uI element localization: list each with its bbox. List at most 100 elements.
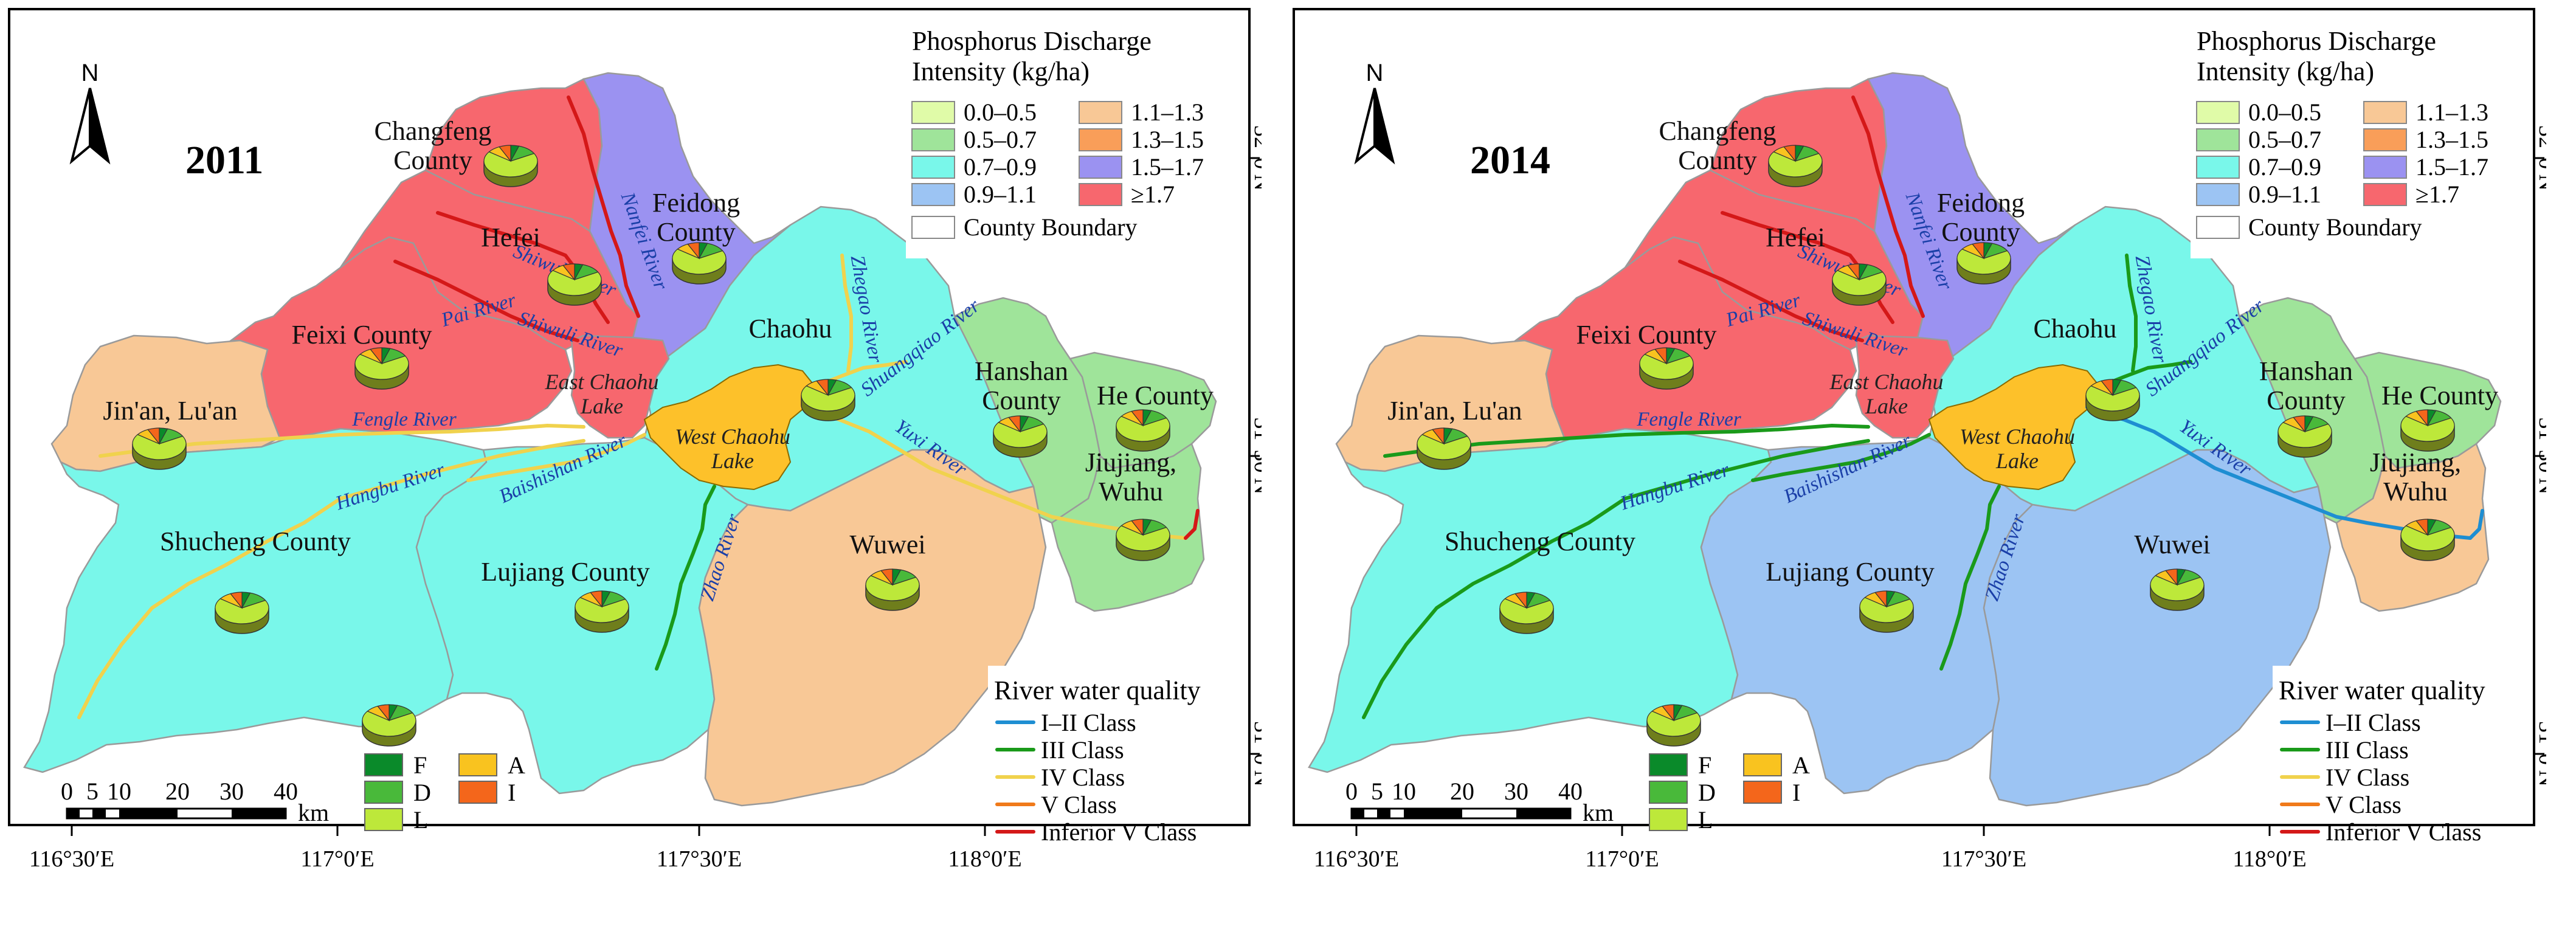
legend-ge17: ≥1.7 — [2415, 181, 2459, 208]
river-legend-title: River water quality — [994, 675, 1201, 705]
river-legend-1: I–II Class — [2326, 709, 2421, 736]
label-jinan: Jin'an, Lu'an — [1387, 396, 1522, 426]
river-nanfei — [1851, 95, 1925, 318]
swatch-county-boundary — [911, 216, 955, 239]
label-jiujiang: Jiujiang, — [2370, 447, 2461, 477]
river-hangbu — [1362, 439, 1870, 719]
label-feidong-2: County — [1941, 217, 2020, 247]
swatch-pie-I — [458, 781, 497, 804]
lon-label-4: 118°0′E — [948, 846, 1021, 872]
label-east-lake-2: Lake — [1865, 394, 1908, 418]
river-legend-4: V Class — [2326, 791, 2402, 818]
scale-bar: 0 5 10 20 30 40 km — [1345, 778, 1614, 826]
scale-tick-20: 20 — [1450, 778, 1474, 805]
pie-legend-D: D — [413, 779, 431, 806]
river-baishishan — [466, 433, 646, 482]
label-east-lake: East Chaohu — [544, 370, 658, 394]
year-label: 2014 — [1470, 138, 1550, 182]
scale-tick-40: 40 — [1558, 778, 1583, 805]
map-panel-2011: 2011 N Changfeng County Hefei Feidong Co… — [0, 0, 1262, 929]
lon-label-2: 117°0′E — [300, 846, 374, 872]
river-pai — [393, 260, 579, 342]
scale-bar: 0 5 10 20 30 40 km — [61, 778, 329, 826]
river-baishishan — [1751, 433, 1931, 482]
lon-label-1: 116°30′E — [29, 846, 114, 872]
pie-jinan — [1417, 427, 1471, 470]
north-arrow: N — [69, 60, 111, 165]
scale-tick-30: 30 — [1504, 778, 1528, 805]
legend-09-11: 0.9–1.1 — [2248, 181, 2321, 208]
legend-13-15: 1.3–1.5 — [2415, 126, 2488, 153]
label-he: He County — [1097, 381, 1214, 410]
region-wuwei — [1983, 449, 2332, 807]
pie-shucheng — [1499, 592, 1554, 634]
label-changfeng: Changfeng — [374, 116, 491, 146]
intensity-legend-title-2: Intensity (kg/ha) — [912, 57, 1089, 86]
label-west-lake-2: Lake — [711, 449, 754, 473]
pie-jiujiang — [2400, 519, 2455, 561]
lat-label-2: 31°30′N — [2534, 418, 2546, 495]
swatch-pie-I — [1743, 781, 1782, 804]
map-frame — [1293, 8, 2535, 826]
map-frame — [8, 8, 1251, 826]
pie-legend-A: A — [1792, 751, 1810, 779]
swatch-13-15 — [2363, 128, 2407, 151]
swatch-05-07 — [911, 128, 955, 151]
river-legend-5: Inferior V Class — [1041, 818, 1196, 846]
label-hanshan-2: County — [982, 385, 1061, 415]
label-fengle-river: Fengle River — [1636, 409, 1741, 430]
river-legend: River water quality I–II Class III Class… — [2273, 666, 2531, 846]
region-feidong — [1867, 72, 2076, 366]
label-west-lake-2: Lake — [1995, 449, 2039, 473]
pie-he — [1116, 409, 1170, 452]
scale-tick-40: 40 — [274, 778, 298, 805]
label-hanshan: Hanshan — [975, 356, 1068, 386]
scale-tick-0: 0 — [1345, 778, 1358, 805]
swatch-09-11 — [911, 183, 955, 206]
label-jiujiang-2: Wuhu — [2383, 477, 2448, 506]
river-legend-3: IV Class — [2326, 764, 2409, 791]
label-feidong: Feidong — [652, 188, 740, 218]
swatch-0-05 — [2196, 101, 2240, 124]
label-lujiang: Lujiang County — [1766, 557, 1934, 587]
label-feidong: Feidong — [1937, 188, 2025, 218]
pie-legend-sample — [362, 704, 416, 747]
pie-legend-I: I — [508, 779, 516, 806]
label-feidong-2: County — [657, 217, 736, 247]
legend-15-17: 1.5–1.7 — [2415, 153, 2488, 181]
river-legend: River water quality I–II Class III Class… — [988, 666, 1246, 846]
label-feixi: Feixi County — [1576, 320, 1716, 350]
intensity-legend: Phosphorus Discharge Intensity (kg/ha) 0… — [2191, 15, 2531, 258]
swatch-pie-D — [1649, 781, 1688, 804]
river-pai — [1678, 260, 1864, 342]
intensity-legend: Phosphorus Discharge Intensity (kg/ha) 0… — [906, 15, 1246, 258]
label-wuwei: Wuwei — [2134, 530, 2210, 559]
river-legend-5: Inferior V Class — [2326, 818, 2481, 846]
label-hefei: Hefei — [481, 223, 540, 252]
pie-jiujiang — [1116, 519, 1170, 561]
label-changfeng: Changfeng — [1659, 116, 1776, 146]
pie-feidong — [672, 242, 727, 285]
swatch-05-07 — [2196, 128, 2240, 151]
swatch-11-13 — [1079, 101, 1122, 124]
lon-label-1: 116°30′E — [1314, 846, 1399, 872]
lon-label-4: 118°0′E — [2232, 846, 2306, 872]
swatch-07-09 — [2196, 156, 2240, 179]
label-wuwei: Wuwei — [849, 530, 925, 559]
river-legend-2: III Class — [1041, 736, 1124, 764]
east-chaohu-lake — [1855, 334, 1955, 439]
scale-unit: km — [1583, 799, 1614, 826]
label-he: He County — [2381, 381, 2498, 410]
lat-label-1: 32°0′N — [2534, 125, 2546, 191]
lon-label-3: 117°30′E — [657, 846, 742, 872]
pie-he — [2400, 409, 2455, 452]
river-zhegao — [2125, 254, 2138, 373]
legend-county-boundary: County Boundary — [964, 213, 1138, 241]
region-feidong — [582, 72, 791, 366]
pie-legend-F: F — [413, 751, 427, 779]
pie-chaohu — [2085, 379, 2140, 421]
pie-wuwei — [865, 568, 920, 611]
swatch-pie-F — [364, 753, 403, 776]
pie-legend-L: L — [413, 806, 428, 834]
swatch-pie-A — [458, 753, 497, 776]
